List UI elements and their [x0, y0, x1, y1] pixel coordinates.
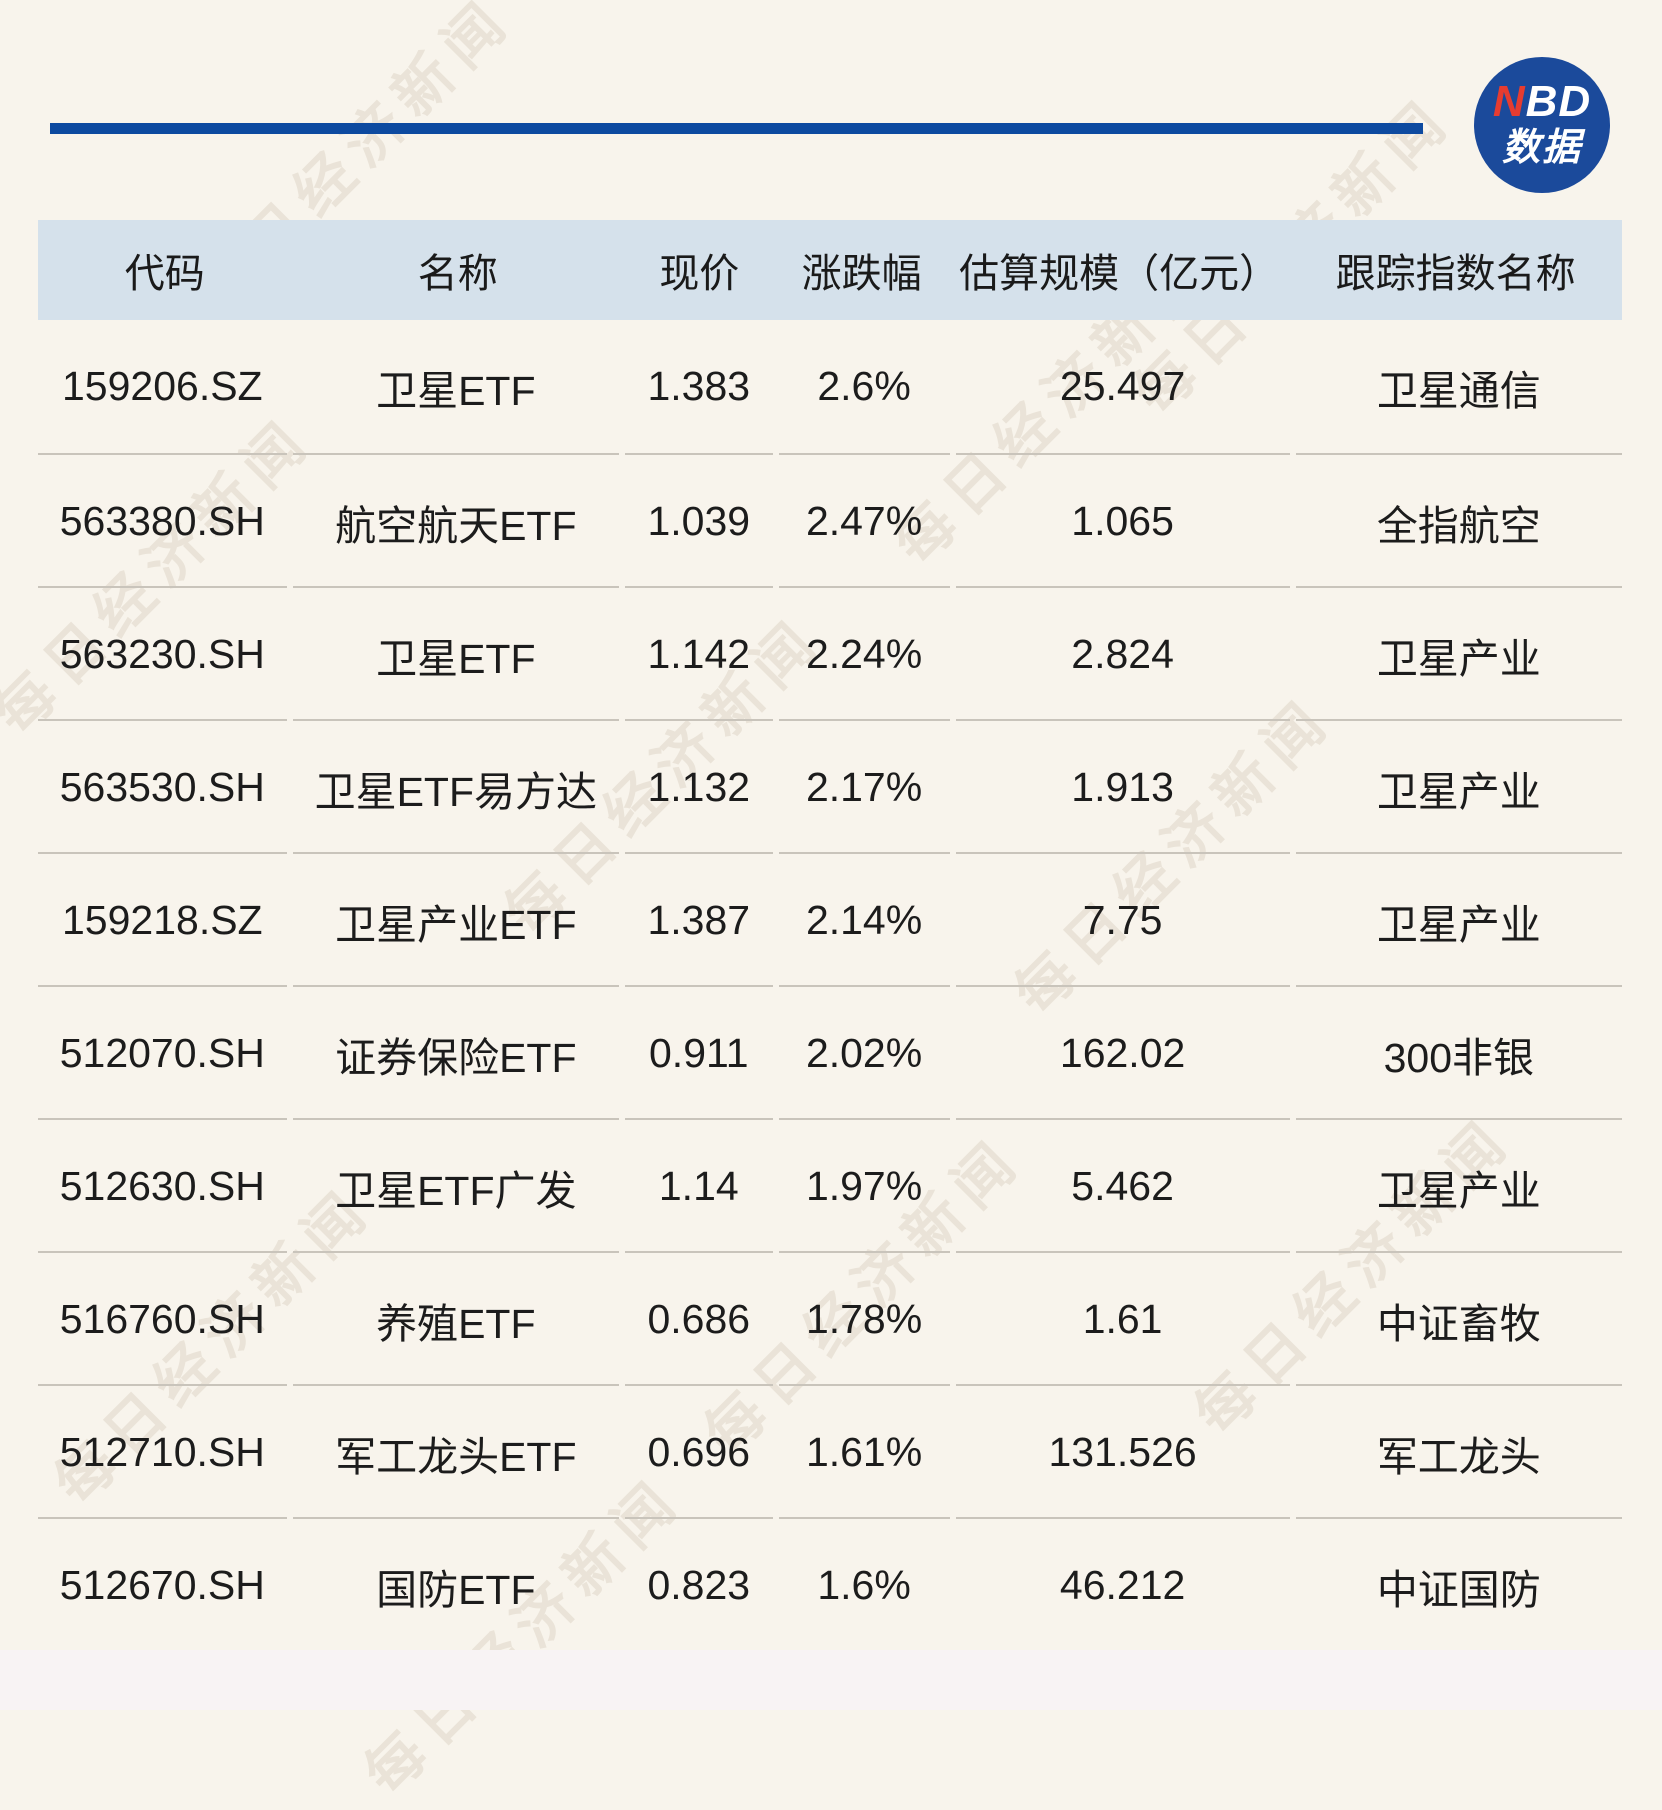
cell-index: 军工龙头: [1295, 1384, 1622, 1519]
table-row: 159206.SZ 卫星ETF 1.383 2.6% 25.497 卫星通信: [38, 320, 1622, 453]
cell-scale: 162.02: [955, 985, 1290, 1120]
cell-scale: 46.212: [955, 1517, 1290, 1652]
table-header-row: 代码 名称 现价 涨跌幅 估算规模（亿元） 跟踪指数名称: [38, 220, 1622, 320]
cell-name: 国防ETF: [292, 1517, 619, 1652]
cell-code: 516760.SH: [38, 1251, 287, 1386]
header-divider-rule: [50, 123, 1423, 134]
cell-scale: 5.462: [955, 1118, 1290, 1253]
col-header-index: 跟踪指数名称: [1335, 252, 1576, 296]
cell-index: 中证国防: [1295, 1517, 1622, 1652]
cell-code: 512070.SH: [38, 985, 287, 1120]
cell-name: 卫星ETF: [292, 586, 619, 721]
cell-code: 563230.SH: [38, 586, 287, 721]
etf-table: 代码 名称 现价 涨跌幅 估算规模（亿元） 跟踪指数名称 159206.SZ 卫…: [38, 220, 1622, 1650]
cell-change: 2.17%: [778, 719, 950, 854]
cell-change: 2.47%: [778, 453, 950, 588]
cell-code: 159206.SZ: [62, 363, 263, 409]
cell-price: 0.823: [624, 1517, 773, 1652]
cell-name: 卫星ETF广发: [292, 1118, 619, 1253]
col-header-name: 名称: [417, 252, 498, 296]
cell-price: 1.039: [624, 453, 773, 588]
table-row: 512070.SH 证券保险ETF 0.911 2.02% 162.02 300…: [38, 985, 1622, 1118]
cell-change: 2.14%: [778, 852, 950, 987]
col-header-change: 涨跌幅: [801, 252, 922, 296]
nbd-logo-subtitle: 数据: [1501, 127, 1582, 170]
col-header-scale: 估算规模（亿元）: [959, 252, 1280, 296]
table-row: 563380.SH 航空航天ETF 1.039 2.47% 1.065 全指航空: [38, 453, 1622, 586]
cell-scale: 1.61: [955, 1251, 1290, 1386]
table-row: 159218.SZ 卫星产业ETF 1.387 2.14% 7.75 卫星产业: [38, 852, 1622, 985]
cell-scale: 1.913: [955, 719, 1290, 854]
table-body: 159206.SZ 卫星ETF 1.383 2.6% 25.497 卫星通信 5…: [38, 320, 1622, 1650]
cell-change: 2.24%: [778, 586, 950, 721]
cell-change: 1.97%: [778, 1118, 950, 1253]
cell-price: 1.14: [624, 1118, 773, 1253]
table-row: 563230.SH 卫星ETF 1.142 2.24% 2.824 卫星产业: [38, 586, 1622, 719]
cell-index: 卫星通信: [1376, 367, 1541, 414]
cell-index: 卫星产业: [1295, 719, 1622, 854]
nbd-logo-letters-bd: BD: [1525, 77, 1592, 127]
cell-index: 300非银: [1295, 985, 1622, 1120]
cell-name: 证券保险ETF: [292, 985, 619, 1120]
cell-code: 563530.SH: [38, 719, 287, 854]
cell-name: 军工龙头ETF: [292, 1384, 619, 1519]
cell-price: 1.383: [647, 363, 751, 409]
cell-price: 1.142: [624, 586, 773, 721]
nbd-logo-wordmark: NBD: [1493, 80, 1591, 124]
nbd-logo-letter-n: N: [1492, 77, 1526, 127]
cell-index: 卫星产业: [1295, 586, 1622, 721]
cell-change: 1.78%: [778, 1251, 950, 1386]
cell-change: 2.6%: [817, 363, 911, 409]
nbd-logo: NBD 数据: [1474, 57, 1610, 193]
cell-index: 卫星产业: [1295, 852, 1622, 987]
cell-change: 1.61%: [778, 1384, 950, 1519]
cell-scale: 25.497: [1059, 363, 1186, 409]
cell-price: 0.686: [624, 1251, 773, 1386]
footer-strip: [0, 1650, 1662, 1710]
cell-code: 512670.SH: [38, 1517, 287, 1652]
cell-change: 2.02%: [778, 985, 950, 1120]
cell-price: 1.132: [624, 719, 773, 854]
cell-name: 卫星ETF: [376, 367, 536, 414]
cell-price: 1.387: [624, 852, 773, 987]
table-row: 516760.SH 养殖ETF 0.686 1.78% 1.61 中证畜牧: [38, 1251, 1622, 1384]
cell-scale: 7.75: [955, 852, 1290, 987]
table-row: 512630.SH 卫星ETF广发 1.14 1.97% 5.462 卫星产业: [38, 1118, 1622, 1251]
col-header-code: 代码: [124, 252, 205, 296]
table-row: 563530.SH 卫星ETF易方达 1.132 2.17% 1.913 卫星产…: [38, 719, 1622, 852]
table-row: 512670.SH 国防ETF 0.823 1.6% 46.212 中证国防: [38, 1517, 1622, 1650]
cell-name: 卫星产业ETF: [292, 852, 619, 987]
cell-index: 全指航空: [1295, 453, 1622, 588]
cell-scale: 131.526: [955, 1384, 1290, 1519]
cell-scale: 2.824: [955, 586, 1290, 721]
cell-code: 563380.SH: [38, 453, 287, 588]
cell-scale: 1.065: [955, 453, 1290, 588]
cell-name: 养殖ETF: [292, 1251, 619, 1386]
cell-change: 1.6%: [778, 1517, 950, 1652]
cell-code: 512630.SH: [38, 1118, 287, 1253]
cell-price: 0.911: [624, 985, 773, 1120]
cell-name: 航空航天ETF: [292, 453, 619, 588]
cell-name: 卫星ETF易方达: [292, 719, 619, 854]
cell-code: 512710.SH: [38, 1384, 287, 1519]
cell-price: 0.696: [624, 1384, 773, 1519]
cell-code: 159218.SZ: [38, 852, 287, 987]
cell-index: 中证畜牧: [1295, 1251, 1622, 1386]
cell-index: 卫星产业: [1295, 1118, 1622, 1253]
col-header-price: 现价: [659, 252, 740, 296]
table-row: 512710.SH 军工龙头ETF 0.696 1.61% 131.526 军工…: [38, 1384, 1622, 1517]
